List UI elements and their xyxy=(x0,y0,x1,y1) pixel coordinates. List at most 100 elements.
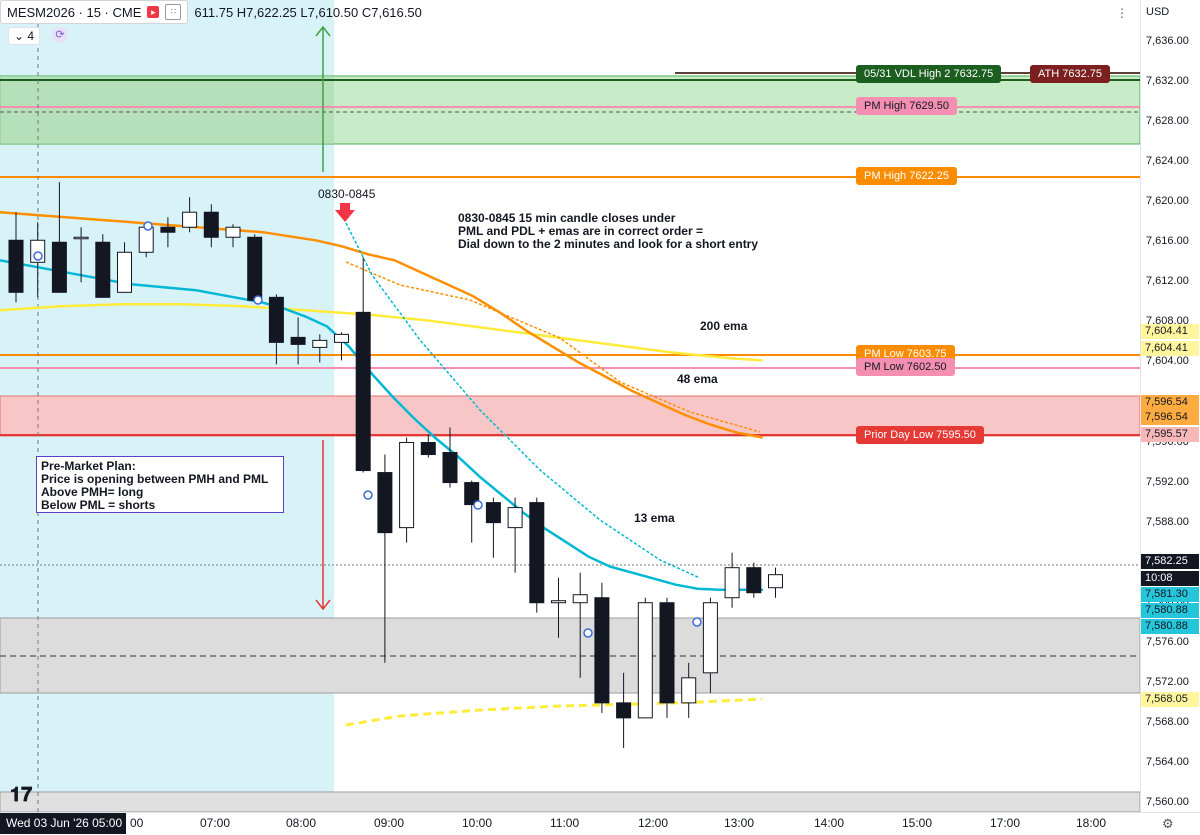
candle-body xyxy=(637,602,653,719)
candle-body xyxy=(507,507,523,529)
symbol-bar: MESM2026 · 15 · CME ▸ ∷ 611.75 H7,622.25… xyxy=(0,0,422,24)
candle-body xyxy=(377,472,393,534)
trade-note: 0830-0845 15 min candle closes under PML… xyxy=(458,211,759,251)
candle-body xyxy=(768,574,783,589)
gear-icon[interactable]: ⚙ xyxy=(1162,816,1174,831)
more-options-icon[interactable]: ∷ xyxy=(165,4,182,20)
green-zone-overlap xyxy=(0,76,334,144)
price-tag: 7,604.41 xyxy=(1141,341,1199,356)
price-tick-label: 7,588.00 xyxy=(1146,515,1189,528)
session-marker-arrow xyxy=(335,203,355,222)
price-tick-label: 7,616.00 xyxy=(1146,235,1189,248)
price-tag: 7,604.41 xyxy=(1141,324,1199,339)
ohlc-readout: 611.75 H7,622.25 L7,610.50 C7,616.50 xyxy=(194,4,422,20)
ema13-dotted xyxy=(345,222,701,579)
vdl-high-label[interactable]: 05/31 VDL High 2 7632.75 xyxy=(856,65,1002,83)
price-tag: 7,580.88 xyxy=(1141,619,1199,634)
chart-canvas[interactable] xyxy=(0,0,1140,812)
candle-body xyxy=(225,226,241,238)
pm-high-pink-label[interactable]: PM High 7629.50 xyxy=(856,97,957,115)
ema200-label: 200 ema xyxy=(700,319,748,333)
price-tag: 7,568.05 xyxy=(1141,692,1199,707)
price-chart[interactable] xyxy=(0,0,1140,812)
candle-body xyxy=(160,226,176,233)
time-tick-label: 09:00 xyxy=(374,816,405,830)
price-tag: 7,596.54 xyxy=(1141,410,1199,425)
candle-body xyxy=(203,211,219,238)
candle-body xyxy=(659,602,675,704)
price-tag: 7,595.57 xyxy=(1141,427,1199,442)
candle-body xyxy=(594,597,610,704)
lower-gray-zone xyxy=(0,791,1140,812)
prior-day-low-label[interactable]: Prior Day Low 7595.50 xyxy=(856,426,984,444)
price-tag: 10:08 xyxy=(1141,571,1199,586)
currency-label: USD xyxy=(1146,6,1170,18)
price-tick-label: 7,620.00 xyxy=(1146,195,1189,208)
ema200-line xyxy=(0,303,763,362)
candle-body xyxy=(51,241,67,293)
candle-body xyxy=(681,677,697,704)
price-tick-label: 7,612.00 xyxy=(1146,275,1189,288)
candle-body xyxy=(117,251,132,293)
signal-dot-icon xyxy=(583,628,593,638)
time-tick-label: 12:00 xyxy=(638,816,669,830)
time-tick-label: 17:00 xyxy=(990,816,1021,830)
time-tick-label: 18:00 xyxy=(1076,816,1107,830)
premarket-plan-box[interactable]: Pre-Market Plan: Price is opening betwee… xyxy=(36,456,284,513)
time-tick-label: 11:00 xyxy=(550,816,580,830)
price-tick-label: 7,564.00 xyxy=(1146,755,1189,768)
candle-body xyxy=(355,311,371,472)
flag-icon[interactable]: ▸ xyxy=(147,6,160,18)
candle-body xyxy=(572,594,588,604)
candle-body xyxy=(702,602,718,674)
candle-body xyxy=(529,502,545,604)
sync-icon[interactable]: ⟳ xyxy=(52,27,68,43)
candle-body xyxy=(312,339,328,348)
price-tag: 7,596.54 xyxy=(1141,395,1199,410)
candle-body xyxy=(746,567,762,594)
price-tick-label: 7,624.00 xyxy=(1146,155,1189,168)
candle-body xyxy=(334,333,349,343)
menu-dots-icon[interactable]: ⋮ xyxy=(1116,6,1128,20)
price-tick-label: 7,628.00 xyxy=(1146,115,1189,128)
indicator-count: 4 xyxy=(27,29,35,43)
signal-dot-icon xyxy=(363,490,373,500)
pm-low-pink-label[interactable]: PM Low 7602.50 xyxy=(856,358,955,376)
candle-body xyxy=(420,442,436,456)
down-arrow-head xyxy=(315,599,331,611)
candle-body xyxy=(247,236,263,301)
ema13-label: 13 ema xyxy=(634,511,675,525)
candle-body xyxy=(616,702,632,719)
ath-label[interactable]: ATH 7632.75 xyxy=(1030,65,1111,83)
time-axis[interactable] xyxy=(0,812,1200,835)
cursor-date-box: Wed 03 Jun '26 05:00 xyxy=(0,813,126,834)
candle-body xyxy=(724,567,740,599)
up-arrow-head xyxy=(315,25,331,37)
candle-body xyxy=(95,241,111,298)
candle-body xyxy=(138,226,154,253)
signal-dot-icon xyxy=(473,500,483,510)
candle-body xyxy=(485,502,501,524)
symbol-selector[interactable]: MESM2026 · 15 · CME ▸ ∷ xyxy=(0,0,189,24)
chevron-down-icon: ⌄ xyxy=(14,29,25,43)
yellow-dashed-curve xyxy=(345,697,763,727)
pm-high-orange-label[interactable]: PM High 7622.25 xyxy=(856,167,957,185)
price-tick-label: 7,560.00 xyxy=(1146,795,1189,808)
time-tick-label: 14:00 xyxy=(814,816,845,830)
signal-dot-icon xyxy=(143,221,153,231)
candle-body xyxy=(551,600,566,604)
price-tick-label: 7,636.00 xyxy=(1146,35,1189,47)
ema48-line xyxy=(0,210,763,439)
candle-body xyxy=(73,236,89,240)
candle-body xyxy=(8,239,24,293)
time-tick-label: 10:00 xyxy=(462,816,493,830)
indicator-count-badge[interactable]: ⌄ 4 xyxy=(8,27,41,45)
price-tick-label: 7,572.00 xyxy=(1146,675,1189,688)
candle-body xyxy=(464,482,480,506)
signal-dot-icon xyxy=(33,251,43,261)
session-marker-label: 0830-0845 xyxy=(318,187,376,201)
time-tick-label: 15:00 xyxy=(902,816,933,830)
price-tick-label: 7,576.00 xyxy=(1146,635,1189,648)
price-tag: 7,582.25 xyxy=(1141,554,1199,569)
tradingview-logo[interactable]: 𝟏𝟕 xyxy=(10,784,33,806)
